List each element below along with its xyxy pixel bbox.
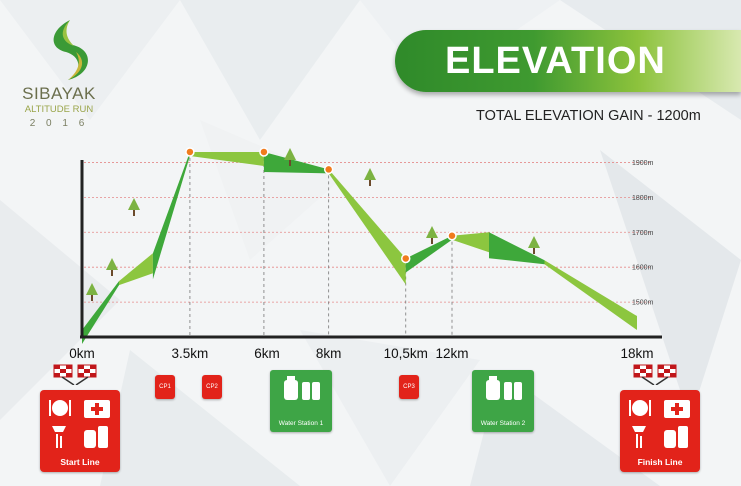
tree-decorations (86, 148, 540, 301)
elevation-segment (452, 232, 489, 253)
amenities-icon (629, 400, 690, 448)
tree-trunk (369, 179, 371, 186)
checkpoint-marker (259, 147, 269, 157)
elevation-segment (152, 151, 190, 280)
y-tick-label: 1500m (632, 300, 654, 307)
finish-line-label: Finish Line (637, 457, 683, 467)
start-line-panel: Start Line (40, 390, 120, 472)
finish-line-panel: Finish Line (620, 390, 700, 472)
water-bottles-icon (284, 376, 320, 400)
km-label: 0km (69, 346, 95, 361)
checkpoint-badge: CP3 (399, 375, 419, 399)
amenities-icon (49, 400, 110, 448)
checkpoint-badge: CP2 (202, 375, 222, 399)
chart-axes (80, 160, 662, 339)
event-logo: SIBAYAK ALTITUDE RUN 2 0 1 6 (14, 18, 104, 133)
title-banner: ELEVATION (395, 30, 741, 92)
logo-year: 2 0 1 6 (29, 118, 89, 129)
checkpoint-marker (401, 253, 411, 264)
logo-subtitle: ALTITUDE RUN (24, 104, 94, 115)
km-label: 8km (316, 346, 342, 361)
start-line-label: Start Line (60, 457, 100, 467)
y-tick-label: 1700m (632, 230, 654, 237)
page-title: ELEVATION (445, 40, 666, 82)
water-station-panel: Water Station 2 (472, 370, 534, 432)
distance-labels: 0km 3.5km 6km 8km 10,5km 12km 18km (69, 346, 653, 361)
tree-crown (426, 226, 438, 238)
water-station-label: Water Station 2 (480, 420, 526, 427)
elevation-segment (489, 232, 545, 265)
checkpoint-marker (447, 231, 457, 241)
elevation-segment (82, 281, 119, 345)
tree-trunk (431, 237, 433, 244)
checkpoint-marker (323, 164, 334, 175)
km-label: 10,5km (384, 346, 428, 361)
total-elevation-gain: TOTAL ELEVATION GAIN - 1200m (476, 108, 701, 124)
y-tick-label: 1900m (632, 160, 654, 167)
y-tick-labels: 1500m 1600m 1700m 1800m 1900m (632, 160, 654, 307)
tree-trunk (111, 269, 113, 276)
y-tick-label: 1600m (632, 265, 654, 272)
km-label: 12km (435, 346, 468, 361)
logo-name: SIBAYAK (22, 84, 96, 103)
tree-crown (86, 283, 98, 295)
tree-crown (528, 236, 540, 248)
tree-crown (284, 148, 296, 160)
tree-crown (364, 168, 376, 180)
checkpoint-marker (185, 147, 195, 157)
tree-trunk (289, 159, 291, 166)
leaf-logo-icon (53, 20, 88, 80)
grid-lines (84, 162, 650, 303)
checkpoint-guides (189, 151, 453, 337)
start-flags-icon (53, 364, 97, 385)
km-label: 6km (254, 346, 280, 361)
checkpoint-markers (185, 147, 457, 264)
elevation-segment (328, 169, 406, 285)
elevation-segment (263, 151, 329, 174)
elevation-profile (82, 151, 637, 345)
tree-trunk (533, 247, 535, 254)
y-tick-label: 1800m (632, 195, 654, 202)
water-bottles-icon (486, 376, 522, 400)
elevation-segment (544, 260, 637, 331)
finish-flags-icon (633, 364, 677, 385)
tree-crown (128, 198, 140, 210)
checkpoint-badge: CP1 (155, 375, 175, 399)
km-label: 18km (620, 346, 653, 361)
water-station-label: Water Station 1 (278, 420, 324, 427)
tree-trunk (133, 209, 135, 216)
water-station-panel: Water Station 1 (270, 370, 332, 432)
elevation-segment (189, 151, 264, 166)
tree-crown (106, 258, 118, 270)
elevation-segment (119, 253, 153, 286)
tree-trunk (91, 294, 93, 301)
km-label: 3.5km (172, 346, 209, 361)
elevation-segment (405, 235, 452, 273)
